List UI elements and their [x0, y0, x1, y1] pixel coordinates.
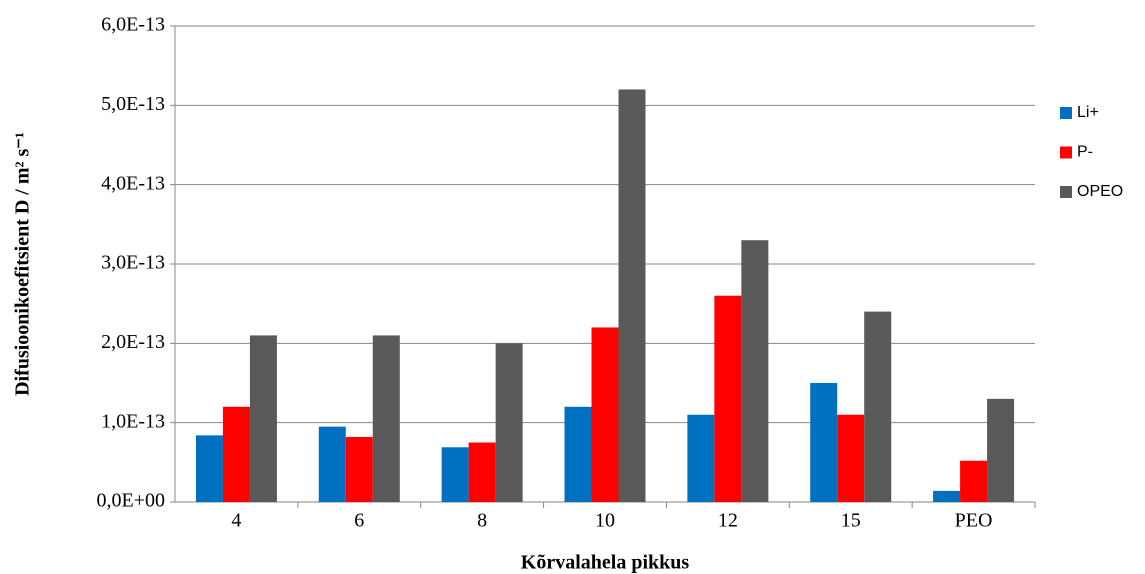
y-tick-label: 2,0E-13: [101, 331, 165, 353]
bar: [441, 447, 469, 502]
x-axis-title: Kõrvalahela pikkus: [521, 552, 690, 574]
bar: [837, 414, 865, 502]
x-tick-label: 10: [595, 510, 615, 532]
x-tick-label: PEO: [955, 510, 993, 532]
y-tick-label: 0,0E+00: [97, 490, 166, 512]
bar: [345, 436, 373, 502]
x-tick-label: 15: [841, 510, 861, 532]
y-tick-label: 3,0E-13: [101, 252, 165, 274]
x-tick-label: 4: [231, 510, 241, 532]
bar: [687, 414, 715, 502]
bar: [714, 295, 742, 502]
bar: [591, 327, 619, 502]
legend-swatch: [1060, 186, 1072, 198]
x-tick-label: 8: [477, 510, 487, 532]
legend-label: Li+: [1077, 104, 1099, 121]
y-tick-label: 5,0E-13: [101, 93, 165, 115]
y-axis-title: Difusioonikoefitsient D / m² s⁻¹: [12, 132, 34, 396]
legend-label: OPEO: [1077, 183, 1123, 200]
bar: [741, 240, 769, 502]
bar: [249, 335, 277, 502]
y-tick-label: 4,0E-13: [101, 172, 165, 194]
bar: [987, 398, 1015, 502]
bar: [933, 490, 961, 502]
bar: [960, 460, 988, 502]
legend-swatch: [1060, 107, 1072, 119]
x-tick-label: 6: [354, 510, 364, 532]
bar: [618, 89, 646, 502]
bar: [864, 311, 892, 502]
bar: [810, 383, 838, 502]
bar: [318, 426, 346, 502]
bar: [222, 406, 250, 502]
bar: [564, 406, 592, 502]
bar: [372, 335, 400, 502]
legend-label: P-: [1077, 144, 1093, 161]
bar: [468, 442, 496, 502]
x-tick-label: 12: [718, 510, 738, 532]
legend-swatch: [1060, 146, 1072, 159]
bar: [495, 343, 523, 502]
bar: [195, 435, 223, 502]
y-tick-label: 1,0E-13: [101, 410, 165, 432]
y-tick-label: 6,0E-13: [101, 14, 165, 36]
